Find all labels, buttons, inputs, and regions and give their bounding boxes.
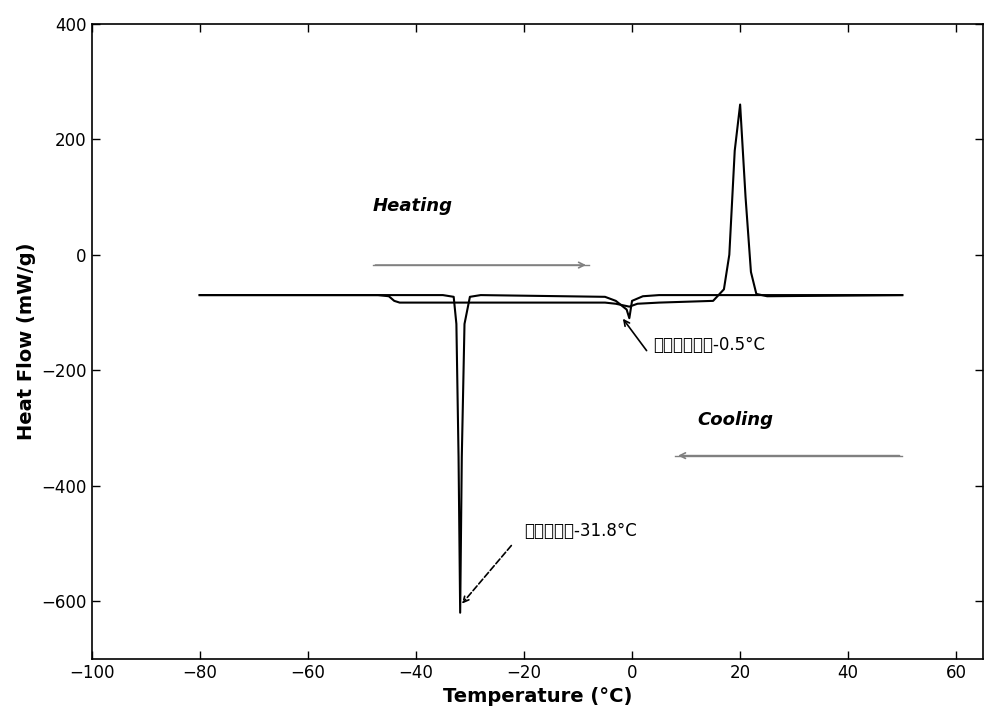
Y-axis label: Heat Flow (mW/g): Heat Flow (mW/g) (17, 242, 36, 440)
Text: Heating: Heating (373, 197, 453, 215)
Text: 预安固相变：-0.5°C: 预安固相变：-0.5°C (654, 336, 766, 354)
Text: 安固结晶：-31.8°C: 安固结晶：-31.8°C (524, 523, 637, 541)
Text: Cooling: Cooling (697, 411, 773, 429)
X-axis label: Temperature (°C): Temperature (°C) (443, 688, 632, 706)
